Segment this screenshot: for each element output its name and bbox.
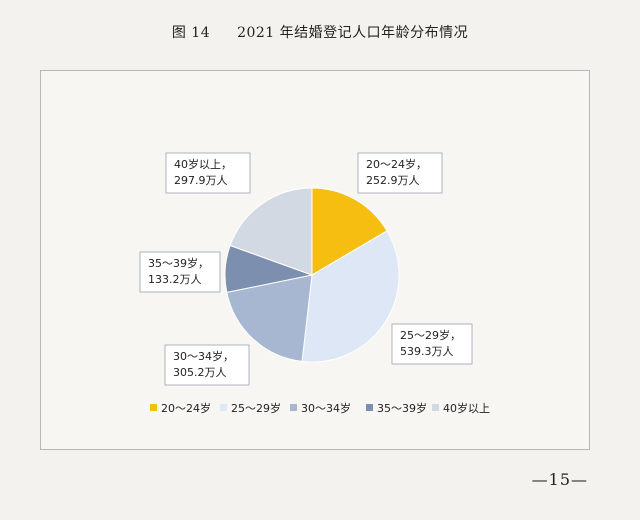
figure-caption: 2021 年结婚登记人口年龄分布情况 — [237, 25, 469, 41]
data-label-value: 539.3万人 — [400, 345, 454, 358]
data-label-value: 133.2万人 — [148, 273, 202, 286]
data-label-1: 25～29岁， 539.3万人 — [391, 323, 473, 365]
legend-swatch — [290, 404, 297, 411]
data-label-category: 40岁以上， — [174, 157, 232, 171]
pie-slice-0 — [311, 187, 388, 276]
legend-item-3: 35～39岁 — [366, 401, 427, 415]
legend-item-4: 40岁以上 — [432, 401, 490, 415]
legend-swatch — [366, 404, 373, 411]
data-label-box — [165, 152, 251, 194]
legend-label: 30～34岁 — [301, 401, 351, 415]
data-label-category: 30～34岁， — [173, 349, 234, 363]
data-label-value: 297.9万人 — [174, 174, 228, 187]
legend-item-1: 25～29岁 — [220, 401, 281, 415]
legend-label: 35～39岁 — [377, 401, 427, 415]
figure-title: 图 14 2021 年结婚登记人口年龄分布情况 — [0, 22, 640, 42]
data-label-value: 305.2万人 — [173, 366, 227, 379]
legend-swatch — [150, 404, 157, 411]
page-number: —15— — [531, 470, 588, 489]
data-label-category: 20～24岁， — [366, 157, 427, 171]
data-label-3: 35～39岁， 133.2万人 — [139, 251, 221, 293]
data-label-category: 25～29岁， — [400, 328, 461, 342]
data-label-2: 30～34岁， 305.2万人 — [164, 344, 250, 386]
data-label-box — [139, 251, 221, 293]
data-label-box — [357, 152, 443, 194]
data-label-4: 40岁以上， 297.9万人 — [165, 152, 251, 194]
data-label-category: 35～39岁， — [148, 256, 209, 270]
pie-slice-2 — [226, 274, 313, 362]
legend-item-2: 30～34岁 — [290, 401, 351, 415]
figure-number: 图 14 — [171, 25, 211, 41]
pie-slice-1 — [301, 230, 400, 363]
legend-label: 20～24岁 — [161, 401, 211, 415]
legend-swatch — [220, 404, 227, 411]
legend-swatch — [432, 404, 439, 411]
data-label-box — [164, 344, 250, 386]
legend-label: 25～29岁 — [231, 401, 281, 415]
data-label-box — [391, 323, 473, 365]
data-label-0: 20～24岁， 252.9万人 — [357, 152, 443, 194]
pie-slice-4 — [229, 187, 313, 276]
data-label-value: 252.9万人 — [366, 174, 420, 187]
legend-label: 40岁以上 — [443, 401, 490, 415]
legend-item-0: 20～24岁 — [150, 401, 211, 415]
